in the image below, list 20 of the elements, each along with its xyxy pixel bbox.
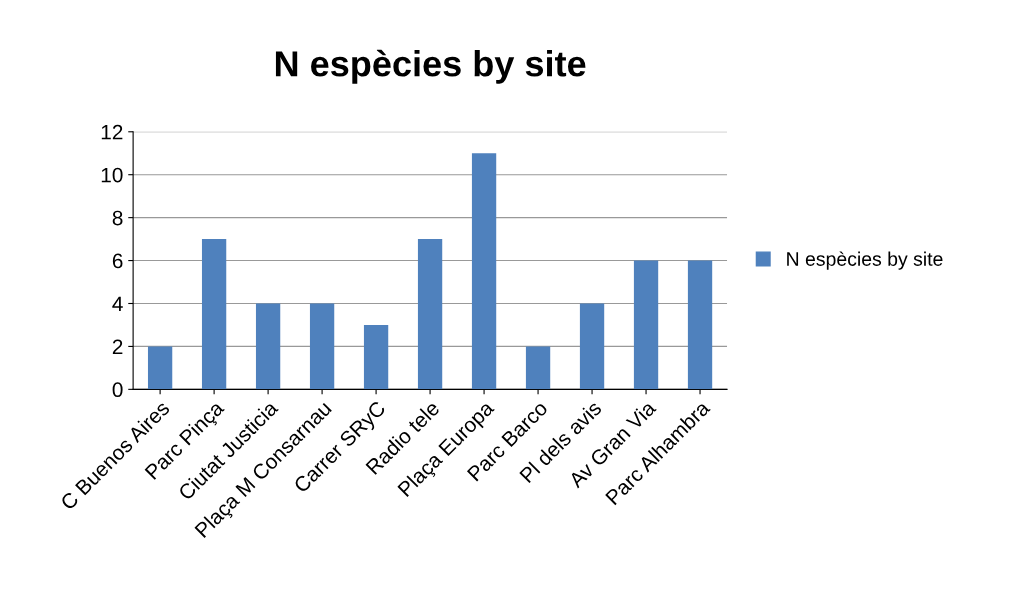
y-tick-label: 4 — [112, 296, 123, 312]
bar — [363, 324, 389, 390]
y-tick-label: 2 — [112, 339, 123, 354]
y-tick-label: 0 — [112, 382, 123, 398]
bar — [255, 303, 281, 390]
bar — [633, 260, 659, 390]
y-tick-label: 8 — [112, 210, 123, 226]
bar — [309, 303, 335, 390]
bar — [687, 260, 713, 390]
bar — [417, 239, 443, 390]
bar — [579, 303, 605, 390]
y-tick-label: 12 — [101, 124, 123, 140]
chart-title: N espècies by site — [275, 49, 586, 84]
legend-label: N espècies by site — [787, 251, 943, 270]
y-tick-label: 6 — [112, 253, 123, 269]
bar — [147, 346, 173, 390]
bar — [525, 346, 551, 390]
bar — [201, 239, 227, 390]
y-tick-label: 10 — [101, 167, 123, 183]
bar — [471, 153, 497, 390]
